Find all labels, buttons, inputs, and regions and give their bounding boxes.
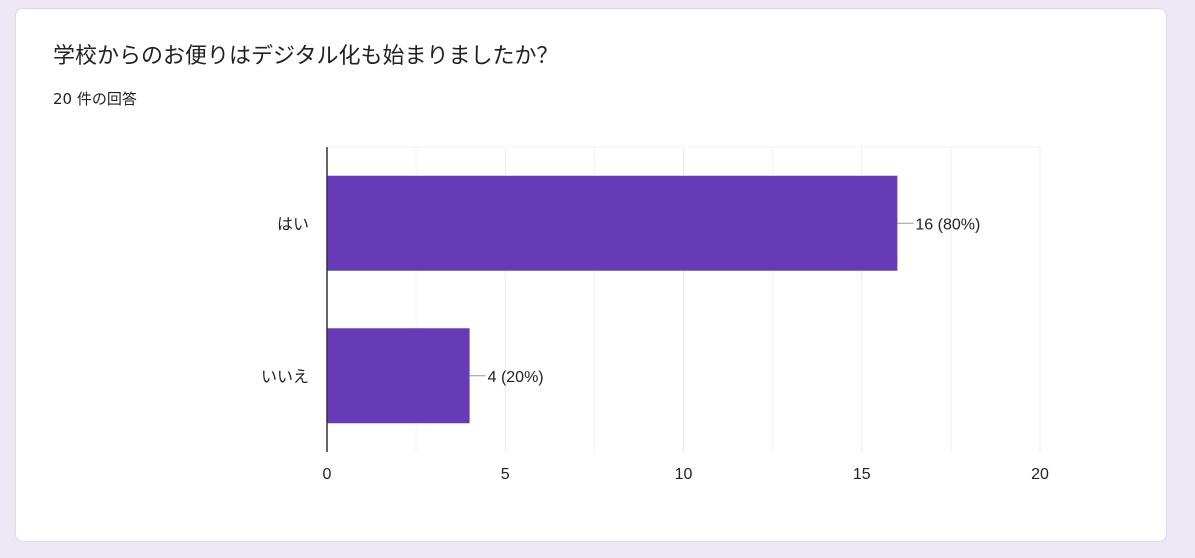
x-tick-label-1: 5 bbox=[501, 466, 510, 483]
response-count: 20 件の回答 bbox=[53, 90, 137, 108]
x-tick-label-0: 0 bbox=[323, 466, 332, 483]
x-tick-label-3: 15 bbox=[853, 466, 871, 483]
x-tick-label-4: 20 bbox=[1031, 466, 1049, 483]
question-card: 学校からのお便りはデジタル化も始まりましたか？ 20 件の回答 bbox=[15, 8, 1167, 542]
x-tick-label-2: 10 bbox=[675, 466, 693, 483]
category-label-0: はい bbox=[277, 216, 309, 233]
data-label-0: 16 (80%) bbox=[915, 216, 980, 233]
category-label-1: いいえ bbox=[261, 369, 309, 386]
question-title: 学校からのお便りはデジタル化も始まりましたか？ bbox=[53, 44, 559, 69]
data-label-1: 4 (20%) bbox=[488, 369, 544, 386]
bar-1 bbox=[327, 328, 470, 424]
bar-0 bbox=[327, 175, 898, 271]
